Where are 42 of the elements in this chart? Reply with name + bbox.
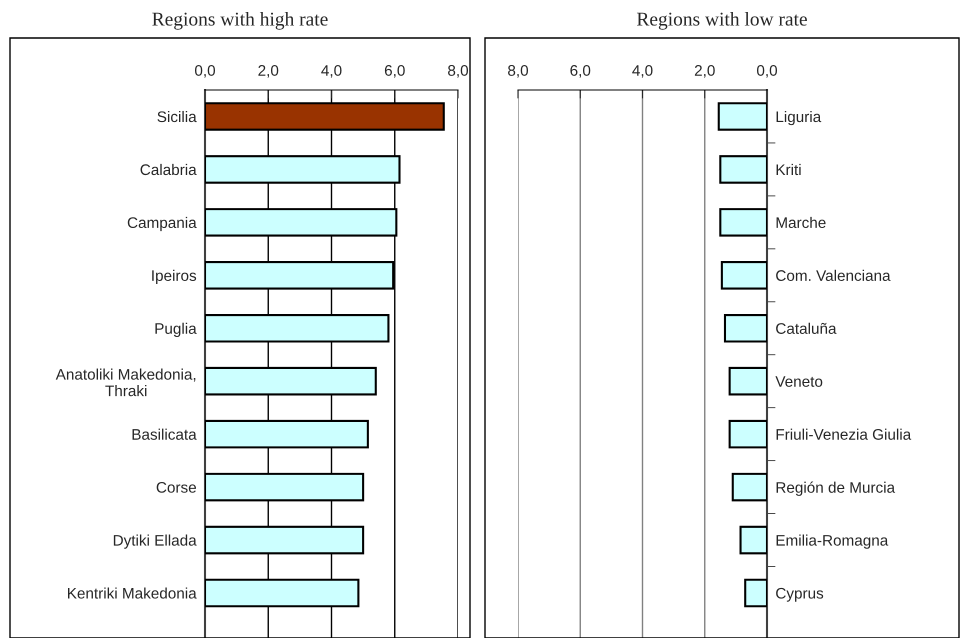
bar xyxy=(728,420,767,448)
y-tick-label: Veneto xyxy=(775,376,822,387)
bar xyxy=(724,314,767,343)
bar xyxy=(728,366,767,396)
y-tick-label: Anatoliki Makedonia, Thraki xyxy=(56,368,196,396)
y-tick-label: Marche xyxy=(776,216,826,228)
y-tick-label: Cyprus xyxy=(776,588,824,602)
bar xyxy=(719,155,767,184)
bar xyxy=(718,102,767,131)
y-tick-label: Dytiki Ellada xyxy=(114,534,197,549)
bar xyxy=(744,578,767,608)
y-tick-label: Com. Valenciana xyxy=(776,270,891,281)
chart-title: Regions with high rate xyxy=(152,12,328,30)
x-tick-label: 6,0 xyxy=(570,65,590,78)
y-tick-label: Kriti xyxy=(776,164,801,176)
bar xyxy=(740,526,767,554)
x-tick-label: 2,0 xyxy=(694,65,715,78)
x-tick-label: 8,0 xyxy=(448,65,468,78)
chart-title: Regions with low rate xyxy=(636,12,807,30)
y-tick-label: Sicilia xyxy=(157,110,197,122)
y-tick-label: Ipeiros xyxy=(152,270,196,284)
y-tick-label: Puglia xyxy=(155,322,197,337)
y-tick-label: Liguria xyxy=(776,110,822,126)
y-tick-label: Friuli-Venezia Giulia xyxy=(776,428,912,440)
y-tick-label: Campania xyxy=(128,216,197,232)
y-tick-label: Emilia-Romagna xyxy=(776,534,888,549)
y-tick-label: Calabria xyxy=(140,164,197,176)
x-tick-label: 4,0 xyxy=(632,65,653,78)
x-tick-label: 8,0 xyxy=(508,65,528,78)
y-tick-label: Corse xyxy=(156,482,196,493)
x-tick-label: 4,0 xyxy=(321,65,342,78)
x-tick-label: 0,0 xyxy=(756,65,778,78)
y-tick-label: Región de Murcia xyxy=(776,481,896,496)
x-tick-label: 2,0 xyxy=(258,65,278,78)
y-tick-label: Kentriki Makedonia xyxy=(68,587,197,599)
y-tick-label: Cataluña xyxy=(776,322,836,334)
bar xyxy=(719,208,767,237)
x-tick-label: 0,0 xyxy=(194,65,216,78)
y-tick-label: Basilicata xyxy=(132,428,197,440)
bar xyxy=(720,261,767,290)
x-tick-label: 6,0 xyxy=(384,65,405,78)
bar xyxy=(732,472,767,502)
